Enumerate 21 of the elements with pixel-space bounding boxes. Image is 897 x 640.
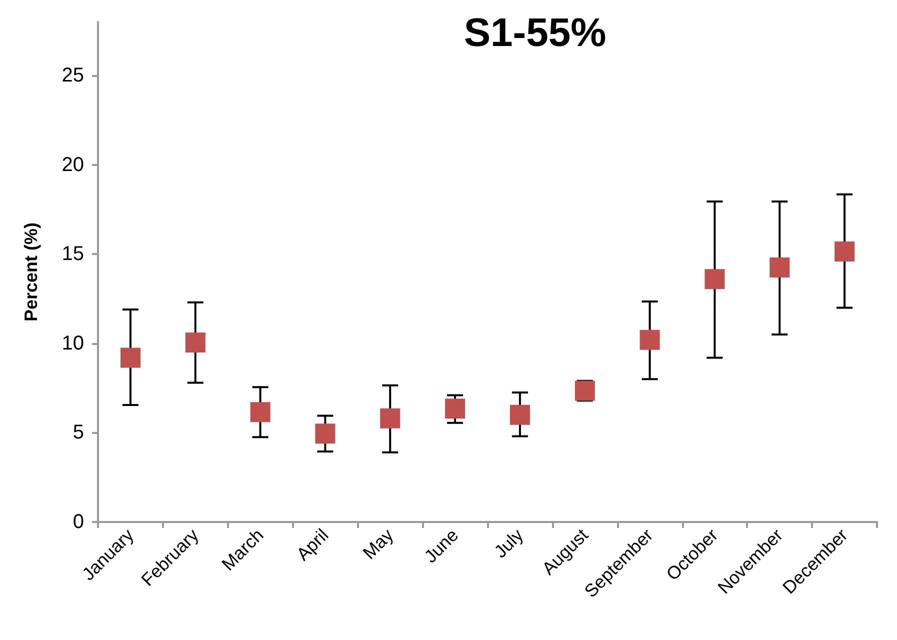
point [445,398,466,419]
y-tick-label: 15 [62,243,84,266]
y-tick-label: 0 [72,511,84,533]
y-tick-label: 25 [62,64,84,87]
point [510,404,530,425]
y-axis-title: Percent (%) [21,222,41,322]
point [120,348,140,368]
point [380,408,400,428]
point [640,330,660,350]
point [185,332,206,353]
point [315,424,336,444]
chart-title: S1-55% [464,11,606,55]
point [834,241,855,262]
point [770,258,790,278]
point [704,269,725,290]
y-tick-label: 20 [62,154,84,176]
y-tick-label: 5 [72,422,84,444]
x-tick-label: July [490,524,528,562]
y-tick-label: 10 [62,332,84,354]
x-tick-label: May [359,524,398,564]
point [250,402,270,422]
